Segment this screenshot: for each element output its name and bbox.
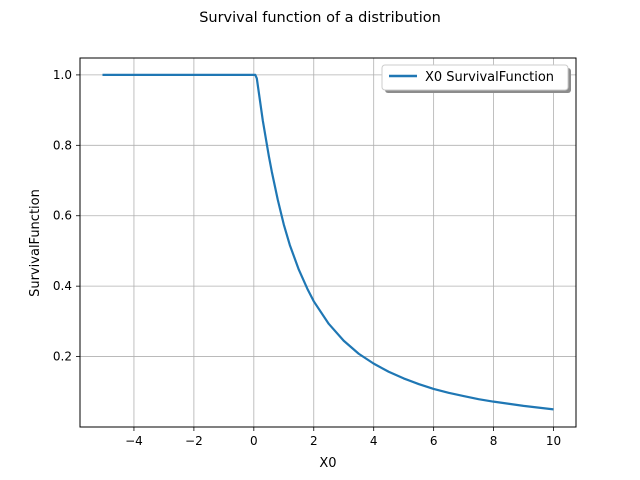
- y-tick-label: 0.2: [53, 350, 72, 364]
- x-tick-label: 8: [490, 434, 498, 448]
- y-axis-label: SurvivalFunction: [28, 189, 43, 297]
- chart-title: Survival function of a distribution: [199, 10, 441, 26]
- x-axis-ticks: −4 −2 0 2 4 6 8 10: [125, 427, 561, 448]
- x-tick-label: 6: [430, 434, 438, 448]
- legend: X0 SurvivalFunction: [381, 64, 571, 93]
- x-tick-label: −2: [185, 434, 203, 448]
- x-tick-label: 10: [546, 434, 561, 448]
- legend-label: X0 SurvivalFunction: [425, 70, 554, 85]
- y-axis-ticks: 0.2 0.4 0.6 0.8 1.0: [53, 68, 80, 364]
- x-tick-label: 2: [310, 434, 318, 448]
- x-axis-label: X0: [319, 456, 336, 471]
- series-line-0: [102, 73, 554, 411]
- x-tick-label: 0: [250, 434, 258, 448]
- x-tick-label: −4: [125, 434, 143, 448]
- y-tick-label: 0.6: [53, 209, 72, 223]
- grid-lines: [80, 58, 576, 427]
- series-layer: [102, 73, 554, 411]
- y-tick-label: 0.8: [53, 138, 72, 152]
- plot-frame: [79, 57, 577, 428]
- legend-box: [381, 64, 569, 91]
- x-tick-label: 4: [370, 434, 378, 448]
- y-tick-label: 1.0: [53, 68, 72, 82]
- y-tick-label: 0.4: [53, 279, 72, 293]
